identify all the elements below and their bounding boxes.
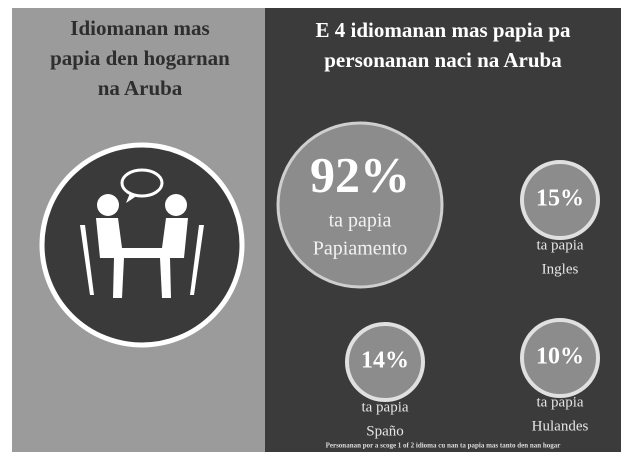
stat-circle bbox=[520, 318, 600, 398]
stat-caption: ta papia bbox=[536, 394, 583, 410]
stat-circle bbox=[520, 160, 600, 240]
stat-caption: ta papia bbox=[536, 237, 583, 253]
stat-caption: ta papia bbox=[361, 399, 408, 415]
left-title-line: papia den hogarnan bbox=[50, 46, 230, 70]
stat-language: Hulandes bbox=[532, 418, 589, 434]
stat-language: Papiamento bbox=[313, 238, 407, 260]
left-title-line: Idiomanan mas bbox=[70, 16, 209, 40]
footnote: Personanan por a scoge 1 of 2 idioma cu … bbox=[326, 442, 561, 450]
stat-percent: 92% bbox=[310, 146, 410, 202]
stat-circle bbox=[345, 322, 425, 402]
stat-language: Spaño bbox=[366, 423, 404, 439]
stat-percent: 10% bbox=[536, 344, 584, 370]
stat-percent: 15% bbox=[536, 186, 584, 212]
conversation-icon bbox=[39, 142, 245, 348]
right-title-line: E 4 idiomanan mas papia pa bbox=[316, 18, 571, 42]
stat-language: Ingles bbox=[542, 261, 579, 277]
stat-percent: 14% bbox=[361, 348, 409, 374]
stat-caption: ta papia bbox=[329, 210, 392, 232]
left-title-line: na Aruba bbox=[98, 76, 183, 100]
stat-circle bbox=[276, 121, 444, 289]
right-title-line: personanan naci na Aruba bbox=[324, 48, 562, 72]
